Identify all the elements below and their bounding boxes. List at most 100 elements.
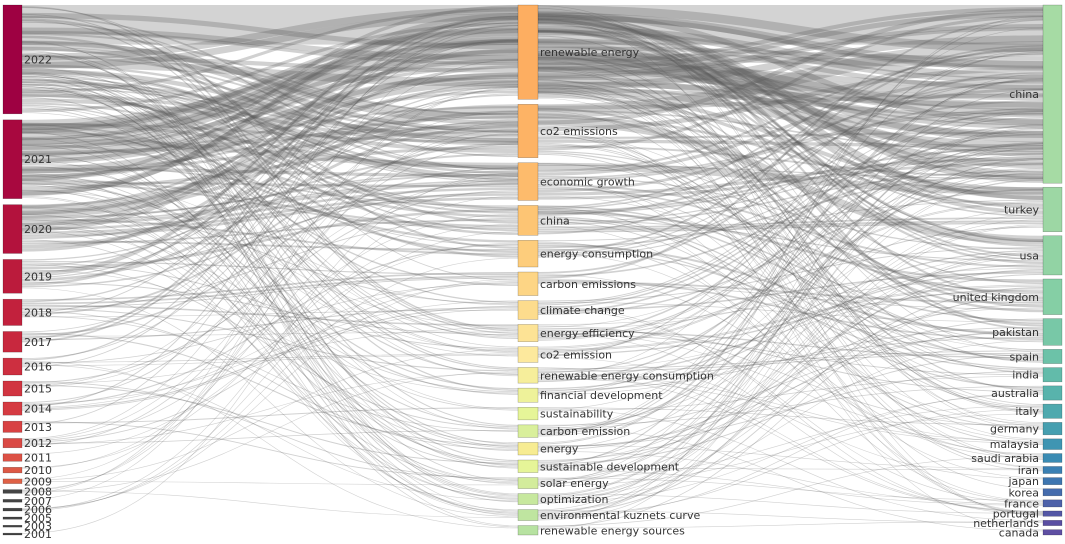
sankey-link — [537, 330, 1044, 359]
sankey-node[interactable] — [1042, 422, 1063, 436]
sankey-link — [537, 83, 1044, 308]
sankey-link — [537, 163, 1044, 343]
sankey-link — [537, 333, 1044, 376]
sankey-node[interactable] — [1042, 499, 1063, 508]
sankey-link — [537, 57, 1044, 116]
sankey-node[interactable] — [517, 346, 539, 363]
sankey-node[interactable] — [2, 453, 23, 462]
sankey-node[interactable] — [2, 298, 23, 326]
sankey-link — [537, 74, 1044, 101]
sankey-link — [537, 12, 1044, 72]
sankey-node[interactable] — [2, 478, 23, 484]
sankey-node[interactable] — [517, 240, 539, 268]
sankey-node[interactable] — [517, 162, 539, 201]
sankey-node[interactable] — [517, 424, 539, 438]
sankey-node[interactable] — [2, 357, 23, 376]
sankey-node[interactable] — [1042, 385, 1063, 401]
sankey-link — [537, 22, 1044, 330]
sankey-node[interactable] — [1042, 488, 1063, 497]
sankey-link — [537, 23, 1044, 260]
sankey-link — [21, 281, 519, 336]
sankey-node[interactable] — [1042, 4, 1063, 184]
sankey-node[interactable] — [517, 477, 539, 489]
sankey-node[interactable] — [1042, 520, 1063, 526]
sankey-link — [537, 187, 1044, 293]
sankey-link — [21, 83, 519, 339]
sankey-node[interactable] — [1042, 438, 1063, 450]
sankey-node[interactable] — [2, 204, 23, 254]
sankey-node[interactable] — [1042, 235, 1063, 276]
sankey-node-label: 2006 — [24, 504, 52, 517]
sankey-node[interactable] — [2, 420, 23, 433]
sankey-node[interactable] — [517, 271, 539, 296]
sankey-link — [537, 172, 1044, 432]
sankey-node[interactable] — [517, 324, 539, 342]
sankey-node[interactable] — [1042, 349, 1063, 364]
sankey-node[interactable] — [1042, 278, 1063, 315]
sankey-node[interactable] — [1042, 453, 1063, 463]
sankey-node[interactable] — [2, 331, 23, 353]
sankey-node[interactable] — [517, 525, 539, 536]
sankey-node[interactable] — [1042, 477, 1063, 485]
sankey-node-label: solar energy — [540, 477, 609, 490]
sankey-node[interactable] — [1042, 403, 1063, 419]
sankey-node[interactable] — [517, 509, 539, 521]
sankey-node[interactable] — [517, 367, 539, 384]
sankey-node[interactable] — [2, 119, 23, 199]
sankey-link — [537, 326, 1044, 391]
sankey-link — [21, 72, 519, 165]
sankey-link — [537, 318, 1044, 461]
sankey-node[interactable] — [1042, 367, 1063, 383]
sankey-node[interactable] — [1042, 318, 1063, 346]
sankey-node[interactable] — [2, 259, 23, 294]
sankey-node[interactable] — [517, 205, 539, 236]
sankey-node-label: united kingdom — [953, 291, 1039, 304]
sankey-node[interactable] — [517, 459, 539, 473]
sankey-node-label: renewable energy consumption — [540, 369, 714, 382]
sankey-node[interactable] — [2, 516, 23, 520]
sankey-link — [537, 278, 1044, 326]
sankey-node[interactable] — [2, 489, 23, 494]
sankey-node[interactable] — [517, 300, 539, 320]
sankey-node[interactable] — [517, 4, 539, 100]
sankey-link — [21, 74, 519, 337]
sankey-node[interactable] — [2, 532, 23, 536]
sankey-link — [21, 130, 519, 218]
sankey-link — [21, 38, 519, 150]
sankey-node[interactable] — [2, 438, 23, 449]
sankey-node[interactable] — [1042, 186, 1063, 233]
sankey-node[interactable] — [1042, 510, 1063, 517]
sankey-node[interactable] — [2, 401, 23, 416]
sankey-link — [21, 36, 519, 145]
sankey-node[interactable] — [1042, 529, 1063, 536]
sankey-link — [21, 181, 519, 188]
sankey-node-label: germany — [990, 423, 1040, 436]
sankey-node[interactable] — [1042, 466, 1063, 474]
sankey-link — [21, 69, 519, 143]
sankey-link — [537, 52, 1044, 68]
sankey-node[interactable] — [2, 4, 23, 115]
sankey-link — [21, 178, 519, 228]
sankey-link — [21, 50, 519, 495]
sankey-link — [21, 21, 519, 171]
sankey-node[interactable] — [517, 407, 539, 421]
sankey-node[interactable] — [2, 380, 23, 397]
sankey-link — [21, 93, 519, 146]
sankey-node-label: 2014 — [24, 403, 52, 416]
sankey-link — [537, 267, 1044, 330]
sankey-node[interactable] — [517, 442, 539, 456]
sankey-link — [21, 51, 519, 369]
sankey-link — [537, 29, 1044, 242]
sankey-node[interactable] — [517, 104, 539, 158]
sankey-node[interactable] — [2, 525, 23, 528]
sankey-link — [537, 66, 1044, 129]
sankey-node[interactable] — [2, 499, 23, 503]
sankey-link — [21, 308, 519, 411]
sankey-link — [21, 40, 519, 494]
sankey-node[interactable] — [2, 507, 23, 512]
sankey-node-label: 2016 — [24, 361, 52, 374]
sankey-node[interactable] — [517, 387, 539, 403]
sankey-node-label: 2011 — [24, 452, 52, 465]
sankey-node[interactable] — [517, 493, 539, 505]
sankey-node[interactable] — [2, 467, 23, 474]
